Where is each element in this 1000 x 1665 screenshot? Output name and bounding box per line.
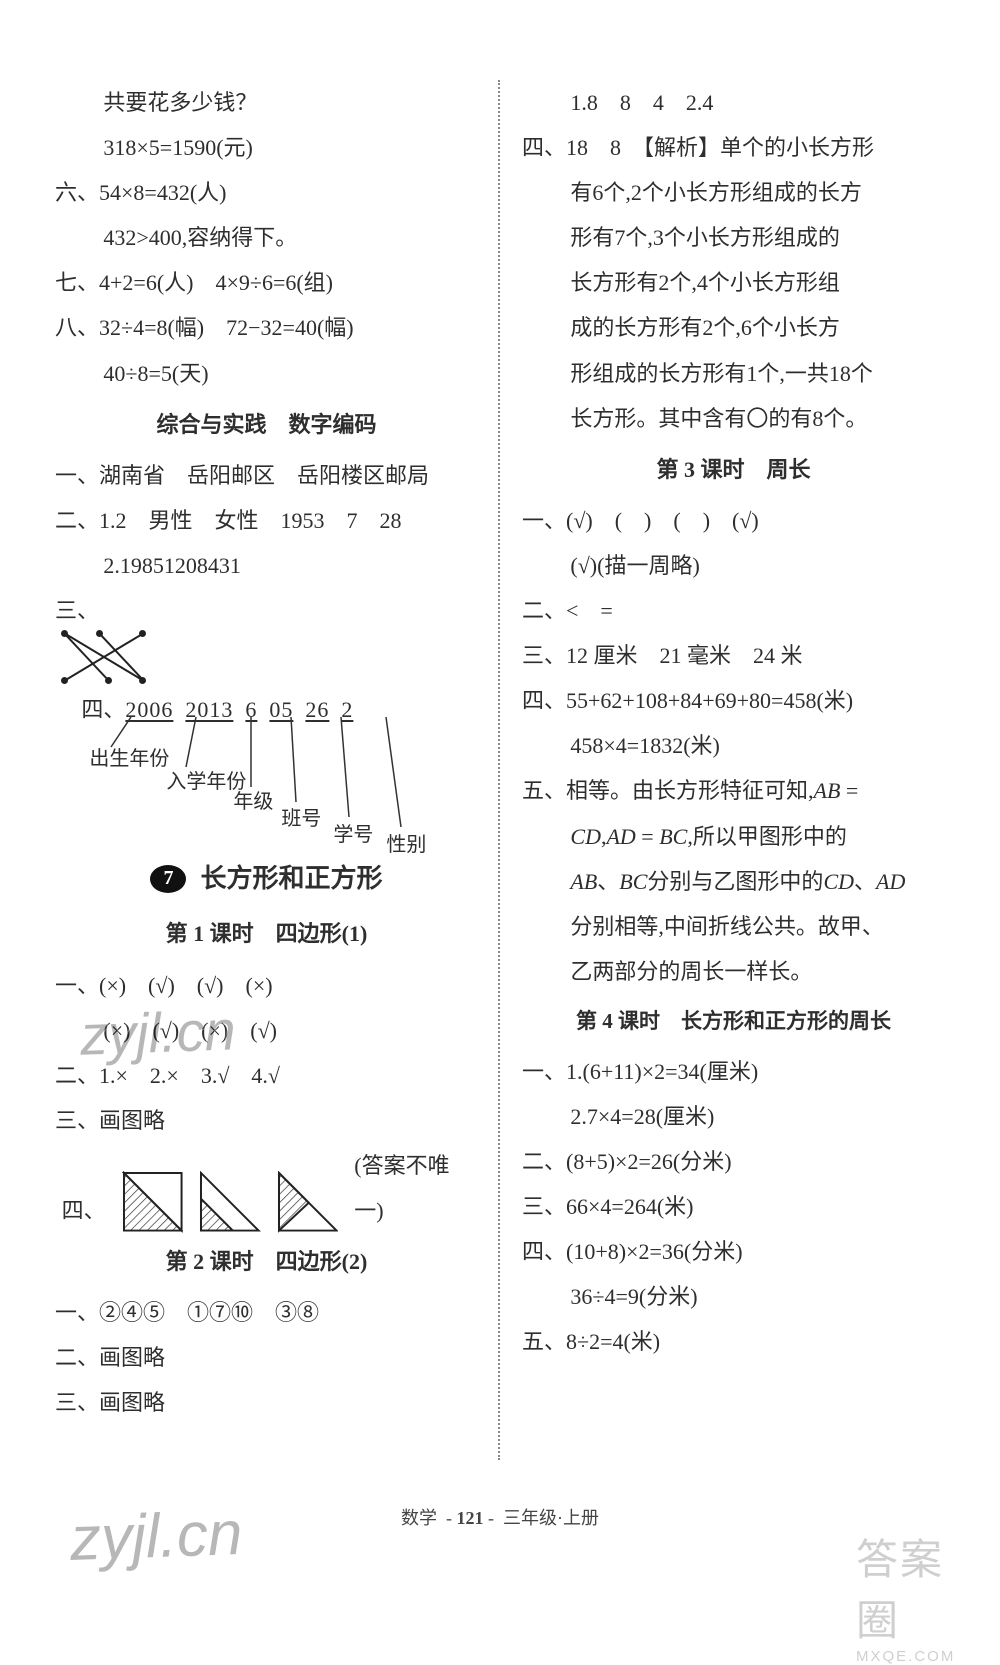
footer-page: 121 (457, 1508, 484, 1528)
right-column: 1.8 8 4 2.4 四、18 8 【解析】单个的小长方形有6个,2个小长方形… (500, 80, 945, 1460)
badge-bottom: MXQE.COM (856, 1648, 986, 1665)
analysis-block: 四、18 8 【解析】单个的小长方形有6个,2个小长方形组成的长方形有7个,3个… (522, 125, 945, 441)
text-line: 四、(10+8)×2=36(分米) (522, 1229, 945, 1274)
left-column: 共要花多少钱？318×5=1590(元)六、54×8=432(人)432>400… (55, 80, 498, 1460)
page-footer: 数学 - 121 - 三年级·上册 (0, 1504, 1000, 1530)
lesson4-title: 第 4 课时 长方形和正方形的周长 (522, 1000, 945, 1043)
text-line: 40÷8=5(天) (55, 351, 478, 396)
text-line: 三、12 厘米 21 毫米 24 米 (522, 633, 945, 678)
text-line: 二、1.2 男性 女性 1953 7 28 (55, 498, 478, 543)
label-si2: 四、 (62, 1188, 106, 1233)
text-line: 分别相等,中间折线公共。故甲、 (522, 904, 945, 949)
text-line: CD,AD = BC,所以甲图形中的 (522, 814, 945, 859)
text-line: 形有7个,3个小长方形组成的 (522, 215, 945, 260)
text-line: 一、湖南省 岳阳邮区 岳阳楼区邮局 (55, 453, 478, 498)
text-line: 2.7×4=28(厘米) (522, 1094, 945, 1139)
text-line: 三、66×4=264(米) (522, 1184, 945, 1229)
text-line: 一、(√) ( ) ( ) (√) (522, 498, 945, 543)
brace-label: 性别 (386, 825, 426, 866)
subheading: 综合与实践 数字编码 (55, 402, 478, 447)
triangle-icon (122, 1171, 184, 1233)
text-line: 长方形。其中含有〇的有8个。 (522, 396, 945, 441)
text-line: 八、32÷4=8(幅) 72−32=40(幅) (55, 305, 478, 350)
text-line: 二、(8+5)×2=26(分米) (522, 1139, 945, 1184)
lesson3-title: 第 3 课时 周长 (522, 447, 945, 492)
brace-label: 班号 (281, 799, 321, 840)
text-line: 1.8 8 4 2.4 (522, 80, 945, 125)
text-line: 二、1.× 2.× 3.√ 4.√ (55, 1053, 478, 1098)
text-line: 318×5=1590(元) (55, 125, 478, 170)
triangle-icon (277, 1171, 339, 1233)
text-line: 有6个,2个小长方形组成的长方 (522, 170, 945, 215)
explain-block: 五、相等。由长方形特征可知,AB =CD,AD = BC,所以甲图形中的AB、B… (522, 768, 945, 993)
badge-top: 答案圈 (856, 1526, 986, 1648)
brace-label: 学号 (333, 815, 373, 856)
chapter-number-badge: 7 (150, 865, 186, 893)
answer-note: (答案不唯一) (354, 1143, 478, 1233)
text-line: 36÷4=9(分米) (522, 1274, 945, 1319)
text-line: 一、②④⑤ ①⑦⑩ ③⑧ (55, 1290, 478, 1335)
text-line: 四、18 8 【解析】单个的小长方形 (522, 125, 945, 170)
text-line: 一、(×) (√) (√) (×) (55, 963, 478, 1008)
text-line: 2.19851208431 (55, 543, 478, 588)
text-line: 五、相等。由长方形特征可知,AB = (522, 768, 945, 813)
text-line: 三、画图略 (55, 1380, 478, 1425)
site-badge: 答案圈 MXQE.COM (856, 1526, 986, 1586)
brace-label: 出生年份 (89, 739, 169, 780)
page: 共要花多少钱？318×5=1590(元)六、54×8=432(人)432>400… (0, 0, 1000, 1500)
text-line: 七、4+2=6(人) 4×9÷6=6(组) (55, 260, 478, 305)
text-line: 458×4=1832(米) (522, 723, 945, 768)
text-line: 六、54×8=432(人) (55, 170, 478, 215)
text-line: 二、画图略 (55, 1335, 478, 1380)
text-line: 共要花多少钱？ (55, 80, 478, 125)
brace-label: 年级 (233, 782, 273, 823)
text-line: 三、画图略 (55, 1098, 478, 1143)
footer-subject: 数学 (401, 1508, 437, 1528)
item-si-brace: 四、 2006 2013 6 05 26 2 出生年份 入学年份 (81, 687, 478, 842)
text-line: 成的长方形有2个,6个小长方 (522, 305, 945, 350)
text-line: 二、< = (522, 588, 945, 633)
item-si-triangles: 四、 (55, 1143, 478, 1233)
text-line: 乙两部分的周长一样长。 (522, 949, 945, 994)
text-line: (√)(描一周略) (522, 543, 945, 588)
triangle-icon (199, 1171, 261, 1233)
text-line: 长方形有2个,4个小长方形组 (522, 260, 945, 305)
label-san: 三、 (55, 598, 99, 623)
text-line: (×) (√) (×) (√) (55, 1008, 478, 1053)
text-line: 五、8÷2=4(米) (522, 1319, 945, 1364)
text-line: 四、55+62+108+84+69+80=458(米) (522, 678, 945, 723)
footer-grade: 三年级·上册 (503, 1508, 599, 1528)
cross-diagram (59, 627, 149, 687)
text-line: 形组成的长方形有1个,一共18个 (522, 351, 945, 396)
text-line: 一、1.(6+11)×2=34(厘米) (522, 1049, 945, 1094)
lesson1-title: 第 1 课时 四边形(1) (55, 911, 478, 956)
text-line: AB、BC分别与乙图形中的CD、AD (522, 859, 945, 904)
lesson2-title: 第 2 课时 四边形(2) (55, 1239, 478, 1284)
item-san-cross: 三、 (55, 588, 478, 687)
text-line: 432>400,容纳得下。 (55, 215, 478, 260)
chapter-title: 长方形和正方形 (200, 852, 382, 905)
